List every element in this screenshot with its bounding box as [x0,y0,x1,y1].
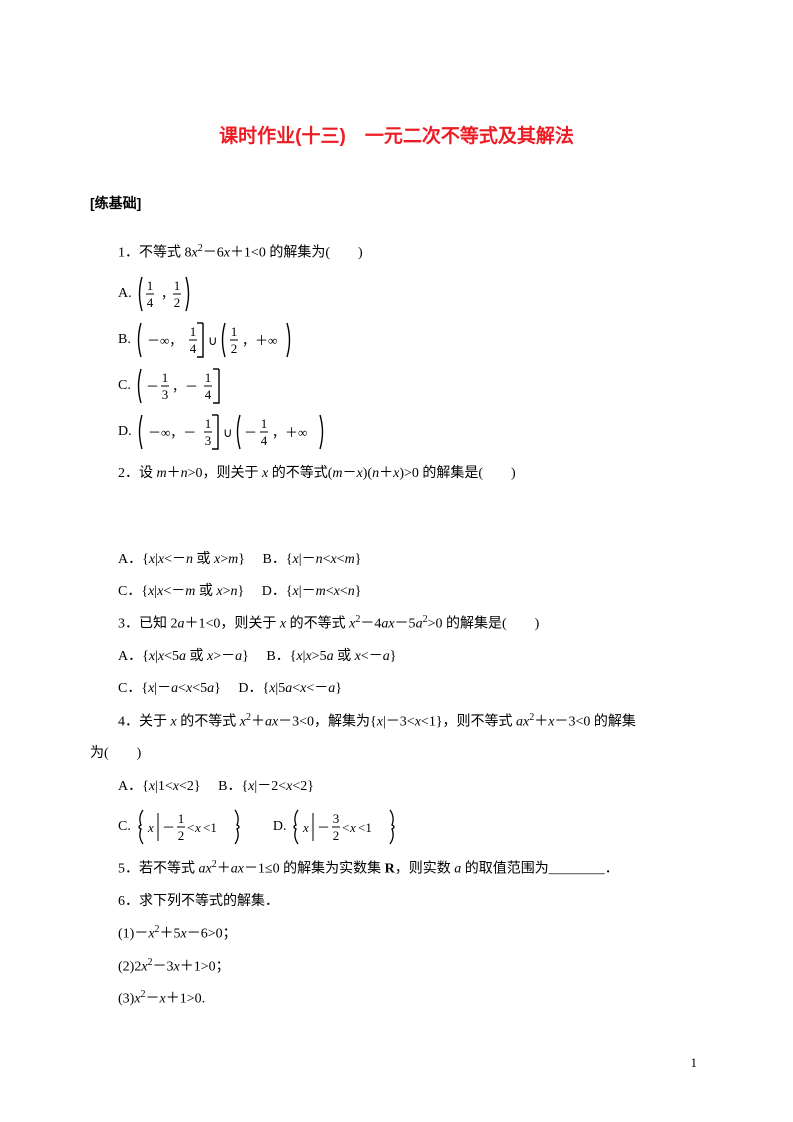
svg-text:2: 2 [178,828,185,843]
q4-option-b: B．{x|－2<x<2} [218,779,314,794]
svg-text:－: － [146,379,159,394]
svg-text:－∞，: －∞， [147,333,182,348]
svg-text:<: < [187,820,194,835]
svg-text:，＋∞: ，＋∞ [242,333,277,348]
interval-icon: － 1 3 ，－ 1 4 [135,366,227,406]
q4-options-ab: A．{x|1<x<2} B．{x|－2<x<2} [90,771,703,803]
svg-text:1: 1 [162,370,169,385]
svg-text:x: x [147,820,154,835]
svg-text:x: x [302,820,309,835]
q5-stem: 5．若不等式 ax2＋ax－1≤0 的解集为实数集 R，则实数 a 的取值范围为… [90,853,703,886]
q4-option-c: C. x － 1 2 < x <1 [118,807,245,847]
q2-options-ab: A．{x|x<－n 或 x>m} B．{x|－n<x<m} [90,544,703,576]
svg-text:－: － [244,425,257,440]
svg-text:x: x [349,820,356,835]
svg-text:∪: ∪ [208,333,218,348]
svg-text:4: 4 [260,433,267,448]
q2-option-c: C．{x|x<－m 或 x>n} [118,584,244,599]
svg-text:∪: ∪ [223,425,233,440]
q4-options-cd: C. x － 1 2 < x <1 D. x － 3 2 < x <1 [90,807,703,847]
q1-option-b: B. －∞， 1 4 ∪ 1 2 ，＋∞ [90,320,703,360]
q2-options-cd: C．{x|x<－m 或 x>n} D．{x|－m<x<n} [90,576,703,608]
q1-option-c: C. － 1 3 ，－ 1 4 [90,366,703,406]
option-letter: B. [118,324,131,356]
q4-option-d: D. x － 3 2 < x <1 [273,807,401,847]
q2-stem: 2．设 m＋n>0，则关于 x 的不等式(m－x)(n＋x)>0 的解集是( ) [90,458,703,490]
svg-text:1: 1 [205,370,212,385]
svg-text:<1: <1 [203,820,217,835]
svg-text:x: x [194,820,201,835]
svg-text:<: < [342,820,349,835]
page-title: 课时作业(十三) 一元二次不等式及其解法 [90,115,703,159]
q6-part1: (1)－x2＋5x－6>0； [90,918,703,951]
q3-option-a: A．{x|x<5a 或 x>－a} [118,649,249,664]
q4-stem-line1: 4．关于 x 的不等式 x2＋ax－3<0，解集为{x|－3<x<1}，则不等式… [90,706,703,739]
svg-text:3: 3 [333,811,340,826]
svg-text:－∞，－: －∞，－ [148,425,196,440]
svg-text:1: 1 [173,278,180,293]
q3-stem: 3．已知 2a＋1<0，则关于 x 的不等式 x2－4ax－5a2>0 的解集是… [90,608,703,641]
set-brace-icon: x － 3 2 < x <1 [290,807,400,847]
svg-text:4: 4 [146,295,153,310]
svg-text:3: 3 [162,387,169,402]
q4-stem-line2: 为( ) [90,738,703,770]
q3-option-c: C．{x|－a<x<5a} [118,681,221,696]
interval-icon: 1 4 ， 1 2 [136,274,192,314]
q1-option-d: D. －∞，－ 1 3 ∪ － 1 4 ，＋∞ [90,412,703,452]
option-letter: A. [118,278,132,310]
q2-option-d: D．{x|－m<x<n} [262,584,362,599]
svg-text:1: 1 [204,416,211,431]
option-letter: C. [118,370,131,402]
q4-option-a: A．{x|1<x<2} [118,779,201,794]
page-number: 1 [691,1048,698,1078]
q6-stem: 6．求下列不等式的解集． [90,886,703,918]
svg-text:3: 3 [204,433,211,448]
q3-option-b: B．{x|x>5a 或 x<－a} [266,649,396,664]
q3-options-cd: C．{x|－a<x<5a} D．{x|5a<x<－a} [90,673,703,705]
q1-stem: 1．不等式 8x2－6x＋1<0 的解集为( ) [90,237,703,270]
svg-text:－: － [162,820,175,835]
q2-option-b: B．{x|－n<x<m} [262,552,361,567]
svg-text:－: － [317,820,330,835]
svg-text:，: ， [161,286,174,301]
q3-option-d: D．{x|5a<x<－a} [238,681,342,696]
interval-union-icon: －∞，－ 1 3 ∪ － 1 4 ，＋∞ [136,412,331,452]
section-label: [练基础] [90,187,703,219]
svg-text:1: 1 [231,324,238,339]
set-brace-icon: x － 1 2 < x <1 [135,807,245,847]
interval-union-icon: －∞， 1 4 ∪ 1 2 ，＋∞ [135,320,295,360]
q6-part2: (2)2x2－3x＋1>0； [90,951,703,984]
q1-option-a: A. 1 4 ， 1 2 [90,274,703,314]
svg-text:4: 4 [190,341,197,356]
svg-text:<1: <1 [358,820,372,835]
q3-options-ab: A．{x|x<5a 或 x>－a} B．{x|x>5a 或 x<－a} [90,641,703,673]
svg-text:1: 1 [190,324,197,339]
svg-text:2: 2 [231,341,238,356]
svg-text:2: 2 [173,295,180,310]
svg-text:1: 1 [178,811,185,826]
svg-text:1: 1 [260,416,267,431]
svg-text:，－: ，－ [172,379,198,394]
q6-part3: (3)x2－x＋1>0. [90,983,703,1016]
svg-text:，＋∞: ，＋∞ [272,425,307,440]
svg-text:2: 2 [333,828,340,843]
svg-text:4: 4 [205,387,212,402]
option-letter: D. [118,416,132,448]
svg-text:1: 1 [146,278,153,293]
q2-option-a: A．{x|x<－n 或 x>m} [118,552,245,567]
